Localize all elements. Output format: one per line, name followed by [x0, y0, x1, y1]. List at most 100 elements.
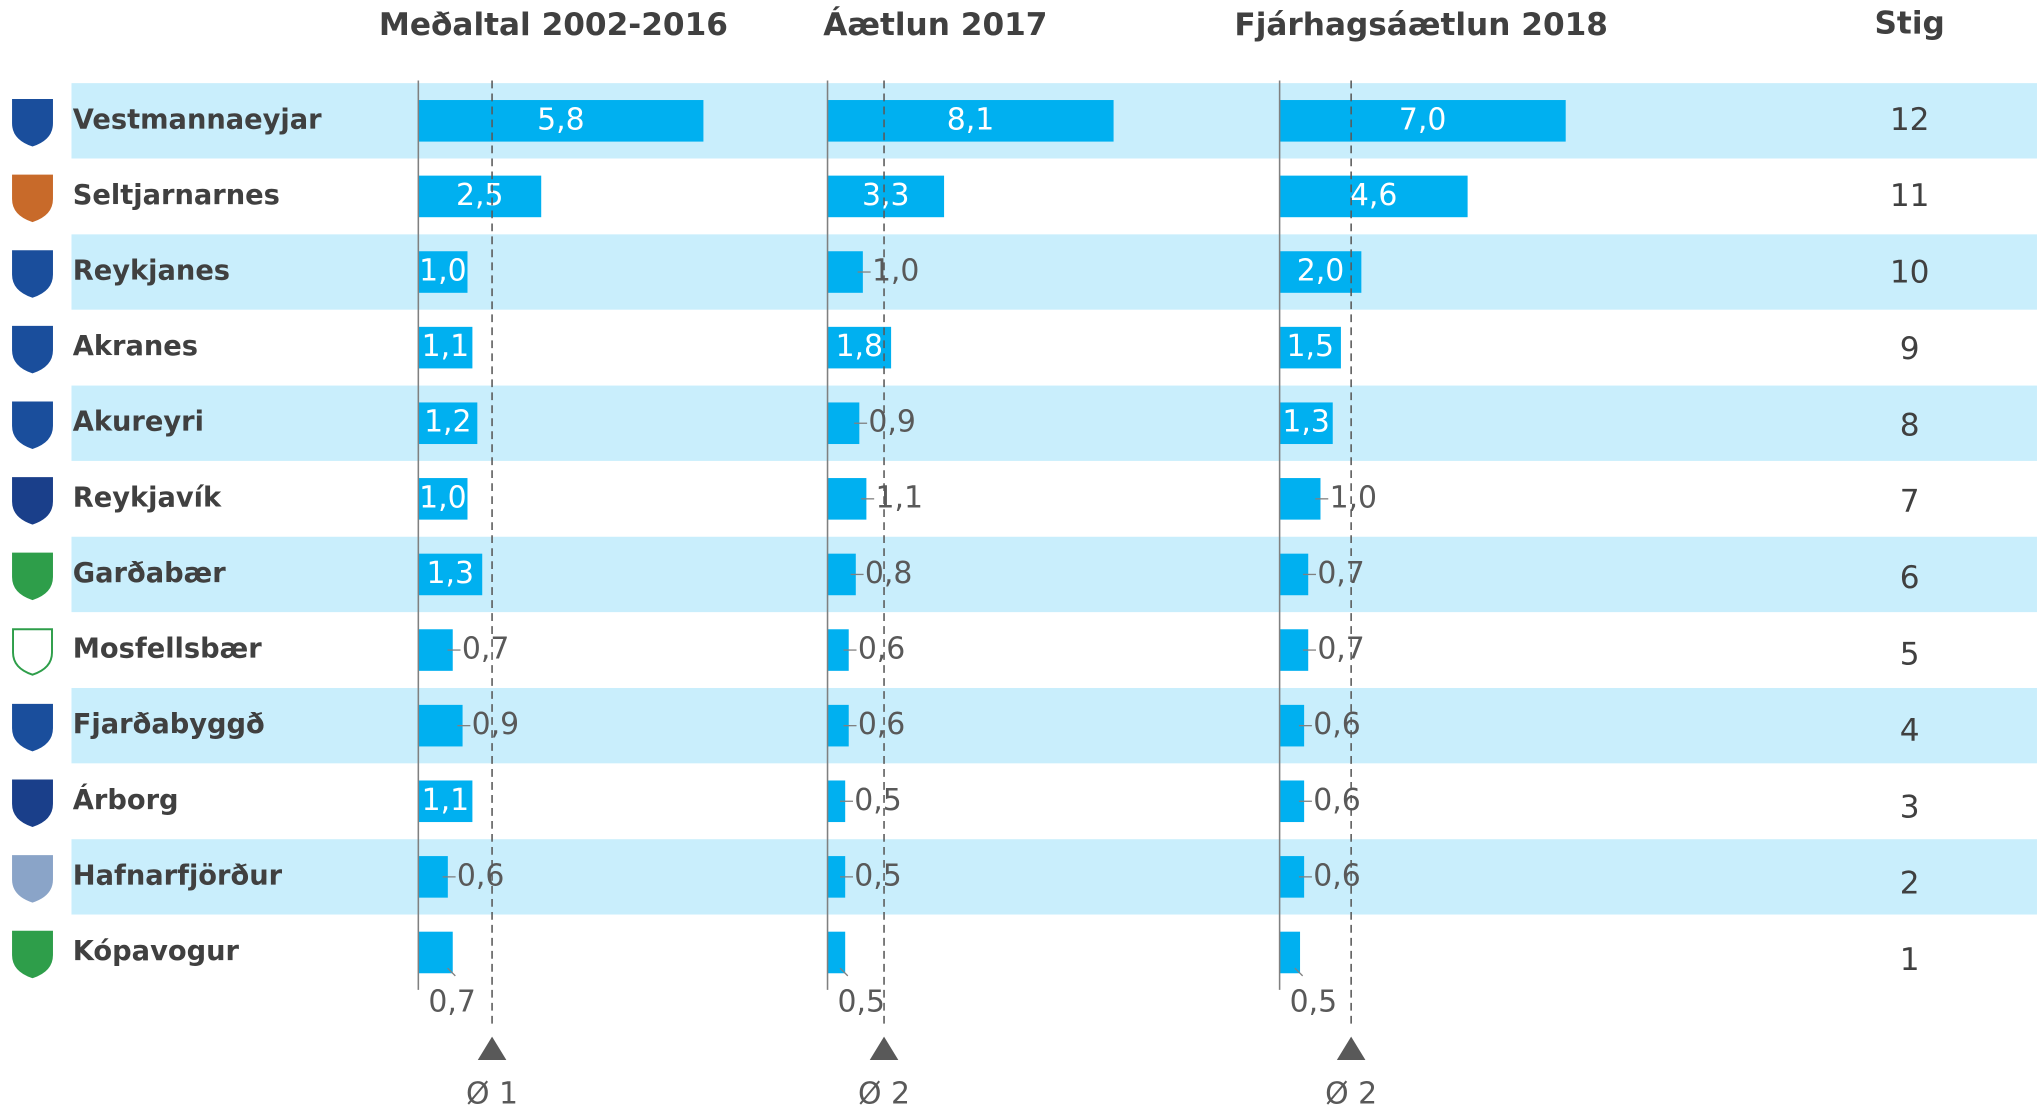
value-label: 1,1 — [422, 329, 470, 364]
category-label: Garðabær — [73, 558, 226, 589]
value-label: 0,6 — [858, 707, 906, 742]
crest-icon — [12, 401, 53, 449]
reference-marker — [869, 1036, 899, 1061]
score-title: Stig — [1874, 6, 1944, 42]
value-label: 0,6 — [1313, 858, 1361, 893]
category-label: Hafnarfjörður — [73, 860, 283, 891]
row-stripe — [71, 385, 2037, 461]
value-label: 1,8 — [836, 329, 884, 364]
reference-marker — [477, 1036, 507, 1061]
score-label: 2 — [1900, 866, 1920, 902]
category-label: Fjarðabyggð — [73, 709, 265, 740]
value-label: 4,6 — [1350, 178, 1397, 213]
value-label: 0,9 — [868, 405, 916, 440]
value-label: 0,9 — [472, 707, 520, 742]
bar — [418, 100, 704, 142]
category-label: Árborg — [73, 784, 179, 816]
bar — [418, 402, 478, 445]
value-label: 1,5 — [1287, 329, 1334, 364]
value-label: 0,7 — [1317, 632, 1365, 667]
value-label: 0,7 — [462, 632, 510, 667]
reference-label: Ø 1 — [466, 1077, 518, 1112]
score-label: 9 — [1900, 331, 1920, 367]
leader-line — [447, 967, 456, 977]
bar — [418, 629, 453, 671]
row-stripe — [71, 234, 2037, 310]
score-label: 11 — [1890, 178, 1930, 214]
value-label: 8,1 — [947, 102, 995, 137]
value-label: 0,5 — [1290, 984, 1337, 1019]
value-label: 1,2 — [424, 405, 472, 440]
value-label: 0,5 — [854, 783, 902, 818]
bar — [827, 856, 846, 898]
value-label: 1,3 — [427, 556, 475, 591]
reference-label: Ø 2 — [858, 1077, 910, 1112]
bar — [418, 478, 468, 520]
crest-icon — [12, 174, 53, 223]
panel-title: Áætlun 2017 — [823, 5, 1047, 43]
bar — [827, 478, 867, 520]
value-label: 0,7 — [1317, 556, 1365, 591]
crest-icon — [12, 477, 53, 525]
bar — [1279, 326, 1341, 369]
category-label: Seltjarnarnes — [73, 180, 280, 211]
reference-label: Ø 2 — [1325, 1077, 1377, 1112]
value-label: 0,5 — [838, 984, 886, 1019]
crest-icon — [12, 930, 53, 979]
value-label: 0,5 — [854, 858, 902, 893]
bar — [827, 326, 892, 369]
value-label: 2,0 — [1297, 254, 1344, 289]
score-label: 5 — [1900, 637, 1920, 673]
value-label: 1,1 — [875, 480, 923, 515]
bar — [827, 780, 846, 823]
category-label: Akureyri — [73, 407, 204, 438]
bar — [1279, 251, 1362, 293]
category-label: Akranes — [73, 331, 198, 362]
score-label: 6 — [1900, 560, 1920, 596]
bar — [418, 251, 468, 293]
category-label: Mosfellsbær — [73, 634, 262, 665]
bar — [1279, 478, 1321, 520]
crest-icon — [12, 779, 53, 827]
bar — [1279, 175, 1468, 218]
value-label: 7,0 — [1399, 102, 1446, 137]
bar — [418, 175, 542, 218]
value-label: 1,1 — [422, 783, 470, 818]
crest-icon — [12, 99, 53, 147]
score-label: 8 — [1900, 407, 1920, 443]
bar — [827, 100, 1114, 142]
category-label: Vestmannaeyjar — [73, 104, 322, 135]
bar — [418, 780, 473, 823]
crest-icon — [12, 552, 53, 601]
value-label: 0,6 — [1313, 783, 1361, 818]
row-stripe — [71, 839, 2037, 915]
crest-icon — [12, 628, 53, 676]
value-label: 2,5 — [456, 178, 504, 213]
bar — [418, 704, 463, 747]
row-stripe — [71, 687, 2037, 764]
value-label: 0,8 — [865, 556, 913, 591]
crest-icon — [12, 703, 53, 752]
value-label: 0,6 — [858, 632, 906, 667]
bar — [1279, 100, 1566, 142]
bar — [418, 931, 453, 974]
score-label: 7 — [1900, 484, 1920, 520]
score-label: 3 — [1900, 789, 1920, 825]
value-label: 3,3 — [862, 178, 910, 213]
reference-marker — [1336, 1036, 1366, 1061]
bar — [827, 931, 846, 974]
value-label: 1,0 — [872, 254, 920, 289]
value-label: 1,0 — [419, 254, 467, 289]
crest-icon — [12, 325, 53, 374]
value-label: 5,8 — [537, 102, 585, 137]
value-label: 1,3 — [1282, 405, 1330, 440]
bar — [418, 326, 473, 369]
bar — [827, 704, 849, 747]
crest-icon — [12, 855, 53, 903]
score-label: 12 — [1890, 102, 1930, 138]
score-label: 4 — [1900, 713, 1920, 749]
value-label: 1,0 — [1330, 480, 1378, 515]
category-label: Reykjanes — [73, 256, 230, 287]
value-label: 1,0 — [419, 480, 467, 515]
bar — [827, 175, 945, 218]
